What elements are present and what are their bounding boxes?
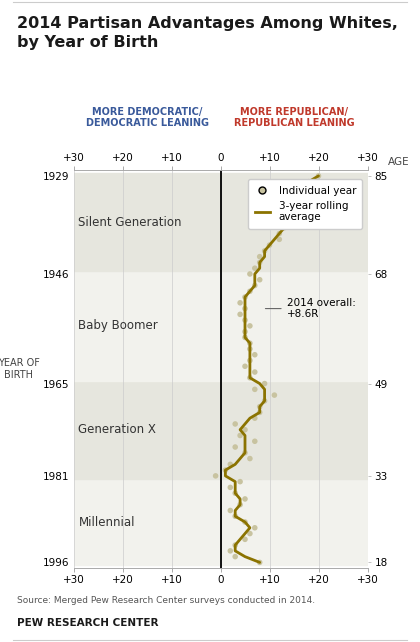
Point <box>247 321 253 331</box>
Point <box>247 372 253 383</box>
Point <box>247 356 253 366</box>
Text: Generation X: Generation X <box>79 423 156 436</box>
Point <box>256 557 263 568</box>
Point <box>286 217 292 227</box>
Point <box>247 338 253 349</box>
Point <box>227 482 234 492</box>
Point <box>286 205 292 216</box>
Text: Silent Generation: Silent Generation <box>79 216 182 229</box>
Text: PEW RESEARCH CENTER: PEW RESEARCH CENTER <box>17 618 158 628</box>
Text: Source: Merged Pew Research Center surveys conducted in 2014.: Source: Merged Pew Research Center surve… <box>17 596 315 605</box>
Point <box>256 252 263 262</box>
Point <box>247 528 253 539</box>
Point <box>237 430 244 440</box>
Point <box>237 499 244 510</box>
Point <box>266 240 273 250</box>
Bar <box>74 381 368 479</box>
Point <box>241 494 248 504</box>
Point <box>286 200 292 210</box>
Point <box>241 333 248 343</box>
Point <box>252 367 258 377</box>
Point <box>276 234 283 245</box>
Point <box>261 378 268 388</box>
Point <box>252 523 258 533</box>
Point <box>241 292 248 302</box>
Point <box>232 511 239 521</box>
Point <box>252 281 258 291</box>
Point <box>256 257 263 268</box>
Bar <box>74 479 368 566</box>
Point <box>271 390 278 400</box>
Point <box>232 419 239 429</box>
Point <box>252 263 258 273</box>
Point <box>237 476 244 487</box>
Point <box>256 407 263 417</box>
Point <box>296 194 302 204</box>
Point <box>212 471 219 481</box>
Point <box>241 361 248 372</box>
Point <box>241 447 248 458</box>
Point <box>241 424 248 435</box>
Legend: Individual year, 3-year rolling
average: Individual year, 3-year rolling average <box>248 179 362 229</box>
Point <box>232 540 239 550</box>
Point <box>256 401 263 412</box>
Text: Baby Boomer: Baby Boomer <box>79 319 158 333</box>
Point <box>281 223 288 233</box>
Point <box>256 275 263 285</box>
Point <box>252 413 258 423</box>
Text: MORE REPUBLICAN/
REPUBLICAN LEANING: MORE REPUBLICAN/ REPUBLICAN LEANING <box>234 107 354 128</box>
Point <box>296 182 302 193</box>
Point <box>241 327 248 337</box>
Point <box>252 350 258 360</box>
Point <box>315 171 322 181</box>
Point <box>252 436 258 446</box>
Point <box>232 442 239 452</box>
Point <box>222 465 229 475</box>
Text: 2014 overall:
+8.6R: 2014 overall: +8.6R <box>265 298 355 319</box>
Point <box>247 344 253 354</box>
Point <box>227 505 234 516</box>
Point <box>247 286 253 297</box>
Point <box>252 384 258 394</box>
Point <box>247 453 253 464</box>
Point <box>241 534 248 544</box>
Point <box>237 309 244 320</box>
Text: 2014 Partisan Advantages Among Whites,
by Year of Birth: 2014 Partisan Advantages Among Whites, b… <box>17 16 398 49</box>
Point <box>281 211 288 221</box>
Point <box>261 246 268 256</box>
Point <box>232 551 239 562</box>
Text: AGE: AGE <box>388 157 410 167</box>
Text: MORE DEMOCRATIC/
DEMOCRATIC LEANING: MORE DEMOCRATIC/ DEMOCRATIC LEANING <box>86 107 208 128</box>
Point <box>237 298 244 308</box>
Point <box>241 315 248 325</box>
Point <box>227 459 234 469</box>
Point <box>232 488 239 498</box>
Bar <box>74 173 368 271</box>
Point <box>241 304 248 314</box>
Text: Millennial: Millennial <box>79 516 135 528</box>
Point <box>276 229 283 239</box>
Point <box>247 269 253 279</box>
Point <box>305 177 312 187</box>
Point <box>291 188 297 198</box>
Point <box>241 517 248 527</box>
Point <box>261 395 268 406</box>
Point <box>227 546 234 556</box>
Text: YEAR OF
BIRTH: YEAR OF BIRTH <box>0 358 40 380</box>
Bar <box>74 271 368 381</box>
